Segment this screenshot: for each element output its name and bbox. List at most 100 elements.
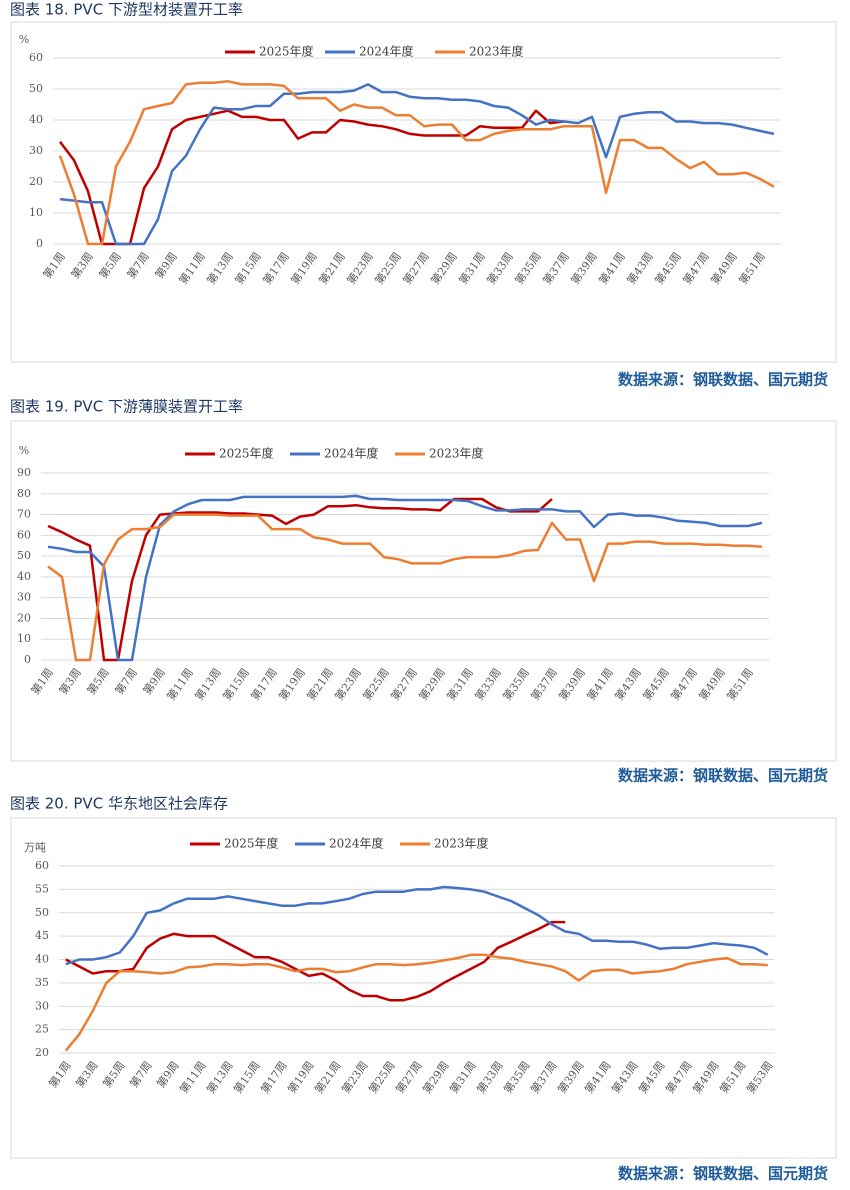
x-tick-label: 第25周 (366, 1058, 398, 1096)
x-tick-label: 第31周 (444, 665, 476, 703)
x-tick-label: 第37周 (528, 1058, 560, 1096)
series-line (58, 80, 775, 246)
x-tick-label: 第35周 (500, 665, 532, 703)
x-tick-label: 第9周 (154, 1058, 182, 1090)
y-tick-label: 90 (17, 466, 31, 479)
y-tick-label: 35 (35, 976, 49, 989)
x-tick-label: 第29周 (420, 1058, 452, 1096)
x-tick-label: 第5周 (84, 665, 112, 697)
x-tick-label: 第17周 (248, 665, 280, 703)
y-tick-label: 50 (17, 549, 31, 562)
x-tick-label: 第43周 (624, 249, 656, 287)
y-tick-label: 60 (29, 51, 43, 64)
x-tick-label: 第47周 (663, 1058, 695, 1096)
y-tick-label: 20 (35, 1046, 49, 1059)
x-tick-label: 第39周 (568, 249, 600, 287)
x-tick-label: 第33周 (484, 249, 516, 287)
x-tick-label: 第41周 (582, 1058, 614, 1096)
series-line (47, 497, 553, 662)
legend-label: 2025年度 (219, 446, 274, 461)
x-tick-label: 第13周 (204, 249, 236, 287)
x-tick-label: 第11周 (176, 249, 208, 287)
x-tick-label: 第21周 (312, 1058, 344, 1096)
x-tick-label: 第39周 (556, 665, 588, 703)
y-tick-label: 40 (17, 570, 31, 583)
x-tick-label: 第11周 (177, 1058, 209, 1096)
x-tick-label: 第33周 (472, 665, 504, 703)
legend-label: 2023年度 (434, 836, 489, 851)
x-tick-label: 第19周 (285, 1058, 317, 1096)
figure-caption: 图表 20. PVC 华东地区社会库存 (10, 795, 228, 813)
x-tick-label: 第15周 (220, 665, 252, 703)
x-tick-label: 第11周 (164, 665, 196, 703)
y-tick-label: 30 (29, 144, 43, 157)
x-tick-label: 第19周 (276, 665, 308, 703)
series-line (47, 494, 763, 662)
legend-label: 2024年度 (324, 446, 379, 461)
y-tick-label: 55 (35, 882, 49, 895)
x-tick-label: 第45周 (636, 1058, 668, 1096)
y-tick-label: 80 (17, 487, 31, 500)
x-tick-label: 第3周 (73, 1058, 101, 1090)
x-tick-label: 第19周 (288, 249, 320, 287)
x-tick-label: 第7周 (124, 249, 152, 281)
x-tick-label: 第27周 (393, 1058, 425, 1096)
x-tick-label: 第27周 (400, 249, 432, 287)
x-tick-label: 第21周 (316, 249, 348, 287)
x-tick-label: 第15周 (232, 249, 264, 287)
chart-frame (10, 420, 837, 762)
legend-label: 2023年度 (469, 44, 524, 59)
x-tick-label: 第5周 (96, 249, 124, 281)
y-tick-label: 10 (17, 632, 31, 645)
x-tick-label: 第7周 (112, 665, 140, 697)
x-tick-label: 第31周 (456, 249, 488, 287)
y-tick-label: 20 (29, 175, 43, 188)
x-tick-label: 第21周 (304, 665, 336, 703)
y-tick-label: 50 (35, 906, 49, 919)
series-line (59, 109, 565, 246)
y-tick-label: 10 (29, 206, 43, 219)
figure-caption: 图表 18. PVC 下游型材装置开工率 (10, 1, 243, 19)
x-tick-label: 第25周 (360, 665, 392, 703)
x-tick-label: 第49周 (708, 249, 740, 287)
y-tick-label: 60 (35, 859, 49, 872)
x-tick-label: 第7周 (127, 1058, 155, 1090)
x-tick-label: 第45周 (640, 665, 672, 703)
x-tick-label: 第13周 (204, 1058, 236, 1096)
y-tick-label: 0 (36, 237, 43, 250)
x-tick-label: 第29周 (428, 249, 460, 287)
y-tick-label: 70 (17, 508, 31, 521)
x-tick-label: 第23周 (344, 249, 376, 287)
x-tick-label: 第39周 (555, 1058, 587, 1096)
x-tick-label: 第3周 (56, 665, 84, 697)
source-note: 数据来源：钢联数据、国元期货 (618, 767, 828, 785)
x-tick-label: 第1周 (46, 1058, 74, 1090)
y-axis-label: 万吨 (24, 841, 46, 854)
x-tick-label: 第29周 (416, 665, 448, 703)
x-tick-label: 第43周 (612, 665, 644, 703)
y-tick-label: 25 (35, 1023, 49, 1036)
x-tick-label: 第47周 (668, 665, 700, 703)
legend-label: 2025年度 (224, 836, 279, 851)
y-tick-label: 30 (35, 999, 49, 1012)
chart-frame (10, 21, 837, 363)
x-tick-label: 第43周 (609, 1058, 641, 1096)
x-tick-label: 第33周 (474, 1058, 506, 1096)
x-tick-label: 第27周 (388, 665, 420, 703)
y-tick-label: 45 (35, 929, 49, 942)
x-tick-label: 第49周 (696, 665, 728, 703)
x-tick-label: 第49周 (690, 1058, 722, 1096)
x-tick-label: 第41周 (584, 665, 616, 703)
x-tick-label: 第15周 (231, 1058, 263, 1096)
y-axis-label: % (19, 444, 29, 457)
y-tick-label: 0 (24, 653, 31, 666)
x-tick-label: 第3周 (68, 249, 96, 281)
x-tick-label: 第51周 (724, 665, 756, 703)
series-line (65, 920, 566, 1002)
x-tick-label: 第31周 (447, 1058, 479, 1096)
legend-label: 2025年度 (259, 44, 314, 59)
x-tick-label: 第17周 (258, 1058, 290, 1096)
x-tick-label: 第1周 (40, 249, 68, 281)
x-tick-label: 第25周 (372, 249, 404, 287)
